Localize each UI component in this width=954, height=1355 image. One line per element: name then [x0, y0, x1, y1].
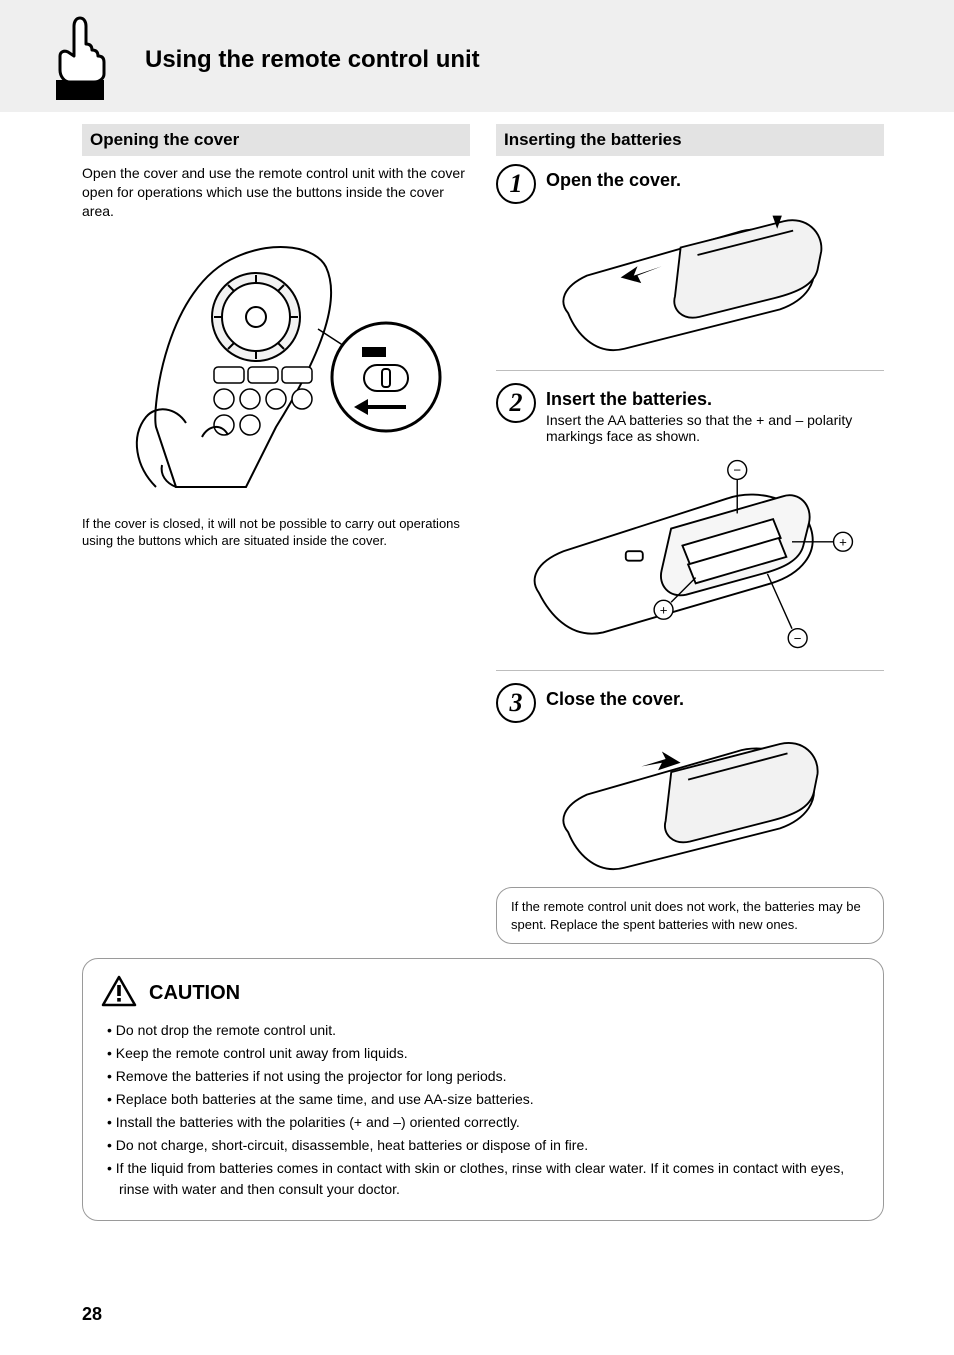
caution-item: Replace both batteries at the same time,…	[107, 1089, 865, 1110]
open-cover-body: Open the cover and use the remote contro…	[82, 164, 470, 221]
warning-icon	[101, 975, 137, 1012]
caution-item: Remove the batteries if not using the pr…	[107, 1066, 865, 1087]
page-number: 28	[82, 1304, 102, 1325]
caution-list: Do not drop the remote control unit. Kee…	[101, 1020, 865, 1200]
step-3: 3 Close the cover.	[496, 683, 884, 723]
page-title: Using the remote control unit	[145, 46, 480, 74]
caution-item: If the liquid from batteries comes in co…	[107, 1158, 865, 1200]
pointing-hand-icon	[46, 10, 118, 102]
step-1-text: Open the cover.	[546, 164, 884, 193]
step-2: 2 Insert the batteries. Insert the AA ba…	[496, 383, 884, 444]
caution-item: Do not drop the remote control unit.	[107, 1020, 865, 1041]
divider-2	[496, 670, 884, 671]
step-number-2: 2	[496, 383, 536, 423]
caution-item: Keep the remote control unit away from l…	[107, 1043, 865, 1064]
caution-item: Do not charge, short-circuit, disassembl…	[107, 1135, 865, 1156]
right-column: Inserting the batteries 1 Open the cover…	[496, 124, 884, 944]
manual-page: Using the remote control unit Opening th…	[0, 0, 954, 1355]
step-number-3: 3	[496, 683, 536, 723]
section-heading-open-cover: Opening the cover	[82, 124, 470, 156]
step-1: 1 Open the cover.	[496, 164, 884, 204]
open-cover-note: If the cover is closed, it will not be p…	[82, 515, 470, 550]
step-2-text: Insert the batteries. Insert the AA batt…	[546, 383, 884, 444]
header-band: Using the remote control unit	[0, 0, 954, 112]
svg-text:−: −	[733, 463, 741, 478]
step-number-1: 1	[496, 164, 536, 204]
caution-title: CAUTION	[149, 982, 240, 1005]
battery-note: If the remote control unit does not work…	[496, 887, 884, 944]
content-columns: Opening the cover Open the cover and use…	[0, 112, 954, 944]
figure-step-2: − + + −	[496, 450, 884, 660]
svg-text:+: +	[660, 603, 668, 618]
divider-1	[496, 370, 884, 371]
svg-text:−: −	[794, 631, 802, 646]
caution-header: CAUTION	[101, 975, 865, 1012]
section-heading-batteries: Inserting the batteries	[496, 124, 884, 156]
svg-text:+: +	[839, 535, 847, 550]
caution-item: Install the batteries with the polaritie…	[107, 1112, 865, 1133]
figure-step-1	[496, 210, 884, 360]
left-column: Opening the cover Open the cover and use…	[82, 124, 470, 944]
figure-open-cover	[82, 227, 470, 507]
figure-step-3	[496, 729, 884, 879]
step-3-text: Close the cover.	[546, 683, 884, 712]
caution-box: CAUTION Do not drop the remote control u…	[82, 958, 884, 1221]
